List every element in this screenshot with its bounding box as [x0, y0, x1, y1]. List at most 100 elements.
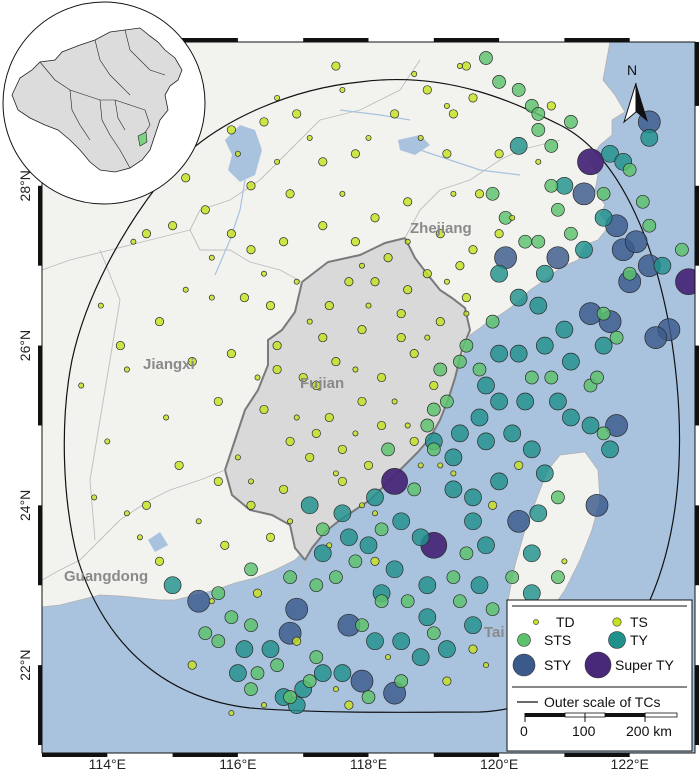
tc-point-ts	[422, 85, 432, 95]
x-tick-label: 114°E	[89, 756, 126, 771]
frame-tick-segment	[38, 185, 42, 266]
tc-point-td	[332, 686, 339, 693]
tc-point-td	[372, 510, 378, 517]
tc-point-ty	[477, 432, 495, 451]
tc-point-ts	[344, 277, 354, 287]
tc-point-td	[274, 158, 281, 165]
tc-point-td	[483, 662, 489, 669]
tc-point-td	[261, 270, 267, 277]
tc-point-sts	[211, 586, 226, 601]
frame-tick-segment	[695, 345, 699, 426]
tc-point-ts	[514, 460, 524, 470]
tc-point-sts	[622, 162, 637, 177]
tc-point-td	[274, 94, 281, 101]
tc-point-sts	[250, 666, 265, 680]
tc-point-ty	[555, 320, 574, 339]
tc-point-ty	[261, 640, 280, 658]
tc-point-ts	[141, 500, 152, 510]
tc-point-ts	[468, 245, 478, 255]
tc-point-sts	[531, 123, 546, 137]
tc-point-sts	[479, 51, 493, 65]
y-tick-label: 24°N	[17, 490, 33, 521]
tc-point-sts	[374, 522, 389, 537]
tc-point-ty	[385, 560, 404, 579]
tc-point-ty	[418, 576, 437, 595]
tc-point-sts	[544, 178, 559, 193]
tc-point-ts	[311, 380, 321, 391]
tc-point-ts	[279, 237, 289, 247]
tc-point-superty	[675, 268, 695, 296]
tc-point-td	[195, 518, 202, 525]
tc-point-td	[339, 86, 346, 93]
tc-point-td	[352, 366, 359, 373]
tc-point-td	[123, 510, 130, 517]
tc-point-ty	[464, 488, 482, 507]
tc-point-td	[339, 190, 346, 197]
legend-sty-symbol	[512, 653, 536, 677]
tc-point-td	[97, 302, 104, 309]
outer-scale-boundary	[63, 78, 681, 713]
tc-point-td	[293, 414, 300, 421]
tc-point-ts	[442, 149, 452, 159]
tc-point-ts	[220, 540, 230, 550]
tc-point-ts	[318, 157, 328, 167]
tc-point-ty	[640, 129, 659, 147]
tc-point-ts	[272, 341, 282, 351]
tc-point-sts	[505, 570, 520, 585]
tc-point-sts	[302, 674, 317, 688]
tc-point-ty	[359, 536, 378, 555]
tc-point-ts	[292, 636, 302, 646]
tc-point-td	[443, 278, 450, 285]
tc-point-sts	[440, 394, 454, 409]
tc-point-td	[228, 710, 235, 717]
tc-point-ts	[337, 476, 347, 486]
tc-point-ts	[357, 396, 367, 407]
tc-point-td	[509, 214, 516, 221]
legend-sts-symbol	[517, 633, 531, 647]
tc-point-ty	[594, 336, 613, 355]
tc-point-ts	[246, 245, 256, 255]
tc-point-td	[261, 702, 267, 709]
tc-point-td	[456, 63, 463, 69]
tc-point-sts	[453, 594, 467, 609]
tc-point-td	[254, 374, 261, 381]
legend-td-symbol	[533, 619, 539, 625]
tc-point-sts	[492, 75, 506, 89]
tc-point-ty	[300, 496, 319, 515]
legend-sty-label: STY	[544, 657, 572, 673]
tc-point-ty	[235, 640, 254, 658]
tc-point-ty	[411, 528, 430, 547]
tc-point-ts	[468, 644, 478, 654]
tc-point-sts	[485, 602, 500, 617]
frame-tick-segment	[303, 753, 369, 757]
tc-point-ts	[187, 357, 197, 367]
tc-point-td	[365, 134, 372, 141]
tc-point-ty	[470, 576, 489, 595]
tc-point-ts	[337, 444, 347, 454]
tc-point-td	[417, 462, 424, 469]
tc-point-ts	[226, 349, 236, 359]
tc-point-ts	[252, 588, 263, 598]
tc-point-sts	[270, 658, 284, 672]
tc-point-ts	[324, 412, 334, 423]
tc-point-ts	[390, 109, 400, 119]
frame-tick-segment	[564, 38, 630, 42]
tc-point-ts	[226, 229, 236, 239]
scale-bar: 0 100 200 km	[520, 712, 678, 739]
tc-point-ty	[529, 504, 548, 523]
tc-point-sty	[350, 669, 374, 693]
tc-point-ts	[350, 149, 360, 159]
legend-ty-label: TY	[630, 632, 649, 648]
tc-point-ty	[470, 408, 489, 427]
tc-point-td	[463, 310, 470, 317]
tc-point-ty	[490, 392, 508, 411]
tc-points-layer	[78, 51, 695, 717]
inset-fujian-highlight	[137, 131, 148, 147]
tc-point-sts	[315, 522, 330, 537]
tc-point-ty	[516, 392, 535, 411]
tc-point-td	[359, 502, 365, 509]
tc-point-sts	[485, 314, 500, 329]
north-arrow-dark-icon	[636, 83, 648, 122]
tc-point-superty	[577, 148, 604, 176]
